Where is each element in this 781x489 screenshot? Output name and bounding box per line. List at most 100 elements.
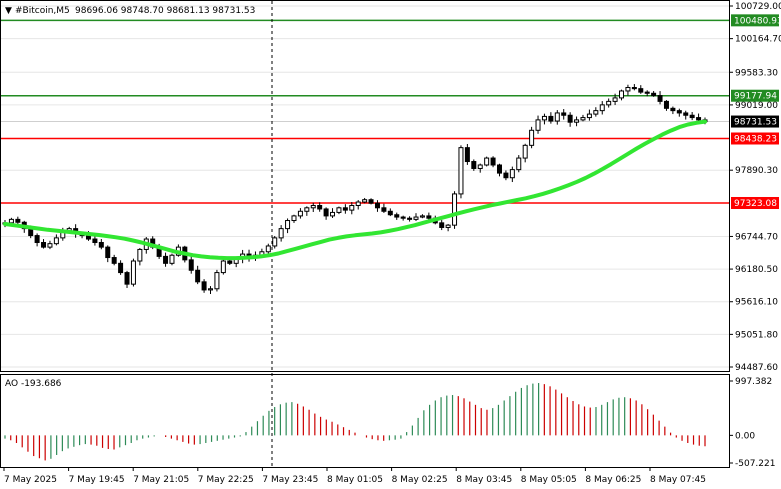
time-tick-label: 7 May 22:25 — [198, 475, 254, 485]
candle-body — [342, 207, 348, 211]
moving-average-line — [3, 119, 707, 261]
level-tag — [731, 14, 779, 27]
level-tag-label: 97323.08 — [734, 199, 777, 209]
time-tick-label: 8 May 07:45 — [650, 475, 706, 485]
candle-body — [214, 272, 220, 290]
time-tick-label: 8 May 03:45 — [456, 475, 512, 485]
candle-body — [484, 157, 490, 166]
candle-body — [92, 238, 98, 244]
price-tick-label: 95616.10 — [735, 298, 778, 308]
candle-body — [265, 245, 271, 253]
candle-body — [535, 119, 541, 131]
candle-body — [612, 97, 618, 102]
ao-panel[interactable] — [0, 374, 730, 468]
candle-body — [548, 115, 554, 122]
candle-body — [272, 237, 278, 247]
candle-body — [503, 172, 509, 179]
candle-body — [413, 216, 419, 220]
price-tick-label: 99019.00 — [735, 101, 778, 111]
level-tag — [731, 132, 779, 145]
current-price-tag — [731, 115, 779, 128]
candle-body — [670, 107, 676, 112]
candle-body — [663, 100, 669, 109]
symbol-label: #Bitcoin,M5 — [15, 6, 70, 16]
price-tick-label: 94487.60 — [735, 363, 778, 373]
candle-body — [195, 269, 201, 283]
time-tick-label: 8 May 02:25 — [392, 475, 448, 485]
candle-body — [567, 114, 573, 123]
candle-body — [208, 288, 214, 291]
candle-body — [529, 129, 535, 146]
candle-body — [105, 246, 111, 259]
price-tick-label: 97890.30 — [735, 166, 778, 176]
candle-body — [130, 260, 136, 285]
candle-body — [631, 86, 637, 90]
price-tick-label: 95051.80 — [735, 330, 778, 340]
candle-body — [509, 169, 515, 179]
candle-body — [625, 86, 631, 92]
price-tick-label: 96744.70 — [735, 232, 778, 242]
time-tick-label: 7 May 23:45 — [262, 475, 318, 485]
candle-body — [368, 199, 374, 204]
current-price-label: 98731.53 — [734, 118, 777, 128]
candle-body — [15, 218, 21, 223]
candle-body — [374, 202, 380, 209]
candle-body — [464, 147, 470, 163]
candle-body — [400, 216, 406, 219]
level-tag — [731, 89, 779, 102]
ao-tick-label: 997.382 — [735, 377, 772, 387]
candle-body — [355, 201, 361, 206]
candle-body — [541, 115, 547, 121]
candle-body — [47, 243, 53, 248]
level-tag-label: 98438.23 — [734, 134, 777, 144]
candle-body — [426, 215, 432, 219]
candle-body — [278, 228, 284, 239]
candle-body — [227, 260, 233, 264]
ao-histogram — [4, 383, 706, 461]
candle-body — [124, 272, 130, 285]
candle-body — [285, 220, 291, 230]
candle-body — [330, 211, 336, 217]
candle-body — [41, 242, 47, 248]
candle-body — [419, 215, 425, 218]
candle-body — [98, 242, 104, 248]
candle-body — [683, 112, 689, 116]
time-tick-label: 7 May 2025 — [4, 475, 57, 485]
candle-body — [619, 90, 625, 99]
candle-body — [458, 147, 464, 195]
candle-body — [496, 164, 502, 174]
candle-body — [304, 207, 310, 212]
ao-tick-label: -507.221 — [735, 459, 775, 469]
candle-body — [169, 254, 175, 264]
candle-body — [490, 157, 496, 166]
candle-body — [394, 214, 400, 218]
candle-body — [574, 119, 580, 123]
candle-body — [561, 112, 567, 116]
ohlc-values: 98696.06 98748.70 98681.13 98731.53 — [75, 6, 255, 16]
candle-body — [137, 248, 143, 262]
price-tick-label: 100164.70 — [735, 35, 781, 45]
ao-tick-label: 0.00 — [735, 431, 755, 441]
price-panel[interactable] — [0, 0, 730, 372]
candle-body — [8, 218, 14, 224]
time-axis: 7 May 2025 7 May 19:45 7 May 21:05 7 May 22… — [3, 467, 706, 485]
ao-label: AO -193.686 — [5, 379, 62, 389]
price-tick-label: 96180.50 — [735, 265, 778, 275]
time-tick-label: 7 May 19:45 — [69, 475, 125, 485]
candle-body — [516, 157, 522, 171]
candle-body — [696, 117, 702, 121]
candle-body — [638, 88, 644, 93]
price-axis: 100729.00 100164.70 99583.30 99019.00 97890.… — [729, 2, 781, 373]
candle-body — [651, 92, 657, 97]
candle-body — [220, 260, 226, 274]
candle-body — [188, 259, 194, 271]
candle-body — [644, 91, 650, 94]
candle-body — [554, 112, 560, 122]
candle-body — [111, 257, 117, 264]
candle-body — [336, 207, 342, 213]
candle-body — [522, 144, 528, 159]
candle-body — [297, 210, 303, 217]
price-candles — [2, 84, 708, 295]
candle-body — [580, 117, 586, 121]
